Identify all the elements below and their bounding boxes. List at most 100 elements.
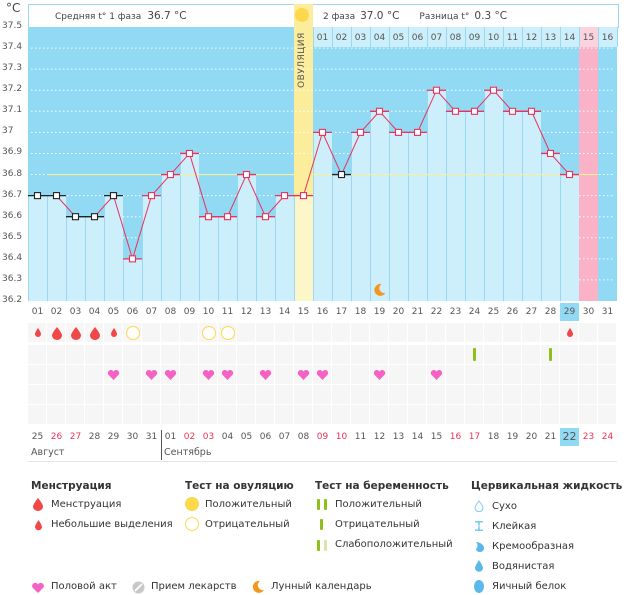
symptom-cell[interactable]	[522, 365, 540, 384]
symptom-cell[interactable]	[123, 365, 141, 384]
date-label[interactable]: 30	[126, 432, 139, 442]
symptom-cell[interactable]	[123, 345, 141, 364]
symptom-cell[interactable]	[275, 365, 293, 384]
symptom-cell[interactable]	[28, 385, 46, 404]
symptom-cell[interactable]	[351, 405, 369, 424]
symptom-cell[interactable]	[66, 365, 84, 384]
symptom-cell[interactable]	[389, 345, 407, 364]
symptom-cell[interactable]	[351, 323, 369, 342]
symptom-cell[interactable]	[123, 385, 141, 404]
cycle-day-label[interactable]: 02	[50, 307, 63, 317]
symptom-cell[interactable]	[256, 323, 274, 342]
date-label[interactable]: 10	[335, 432, 348, 442]
symptom-cell[interactable]	[161, 345, 179, 364]
symptom-cell[interactable]	[598, 365, 616, 384]
symptom-cell[interactable]	[275, 385, 293, 404]
date-label[interactable]: 04	[221, 432, 234, 442]
symptom-cell[interactable]	[598, 385, 616, 404]
symptom-cell[interactable]	[180, 323, 198, 342]
symptom-cell[interactable]	[199, 345, 217, 364]
symptom-cell[interactable]	[180, 365, 198, 384]
symptom-cell[interactable]	[427, 405, 445, 424]
symptom-cell[interactable]	[503, 405, 521, 424]
symptom-cell[interactable]	[465, 405, 483, 424]
cycle-day-label[interactable]: 09	[183, 307, 196, 317]
cycle-day-label[interactable]: 10	[202, 307, 215, 317]
cycle-day-label[interactable]: 18	[354, 307, 367, 317]
symptom-cell[interactable]	[237, 405, 255, 424]
date-label[interactable]: 17	[468, 432, 481, 442]
symptom-cell[interactable]	[161, 405, 179, 424]
symptom-cell[interactable]	[313, 345, 331, 364]
symptom-cell[interactable]	[408, 345, 426, 364]
symptom-cell[interactable]	[484, 345, 502, 364]
cycle-day-label[interactable]: 08	[164, 307, 177, 317]
symptom-cell[interactable]	[351, 365, 369, 384]
date-label[interactable]: 03	[202, 432, 215, 442]
symptom-cell[interactable]	[256, 345, 274, 364]
symptom-cell[interactable]	[408, 323, 426, 342]
symptom-cell[interactable]	[161, 385, 179, 404]
symptom-cell[interactable]	[579, 405, 597, 424]
date-label[interactable]: 05	[240, 432, 253, 442]
symptom-cell[interactable]	[560, 385, 578, 404]
symptom-cell[interactable]	[484, 323, 502, 342]
date-label[interactable]: 28	[88, 432, 101, 442]
cycle-day-label[interactable]: 13	[259, 307, 272, 317]
date-label[interactable]: 18	[487, 432, 500, 442]
date-label[interactable]: 02	[183, 432, 196, 442]
symptom-cell[interactable]	[427, 345, 445, 364]
cycle-day-label[interactable]: 07	[145, 307, 158, 317]
symptom-cell[interactable]	[370, 405, 388, 424]
cycle-day-label[interactable]: 05	[107, 307, 120, 317]
symptom-cell[interactable]	[332, 365, 350, 384]
date-label[interactable]: 07	[278, 432, 291, 442]
symptom-cell[interactable]	[237, 345, 255, 364]
cycle-day-label[interactable]: 01	[31, 307, 44, 317]
symptom-cell[interactable]	[503, 385, 521, 404]
cycle-day-label[interactable]: 29	[560, 303, 579, 321]
symptom-cell[interactable]	[541, 323, 559, 342]
symptom-cell[interactable]	[541, 405, 559, 424]
date-label[interactable]: 01	[164, 432, 177, 442]
date-label[interactable]: 24	[601, 432, 614, 442]
symptom-cell[interactable]	[560, 365, 578, 384]
symptom-cell[interactable]	[294, 405, 312, 424]
date-label[interactable]: 21	[544, 432, 557, 442]
symptom-cell[interactable]	[427, 385, 445, 404]
symptom-cell[interactable]	[598, 345, 616, 364]
symptom-cell[interactable]	[104, 385, 122, 404]
symptom-cell[interactable]	[294, 385, 312, 404]
date-label[interactable]: 29	[107, 432, 120, 442]
cycle-day-label[interactable]: 27	[525, 307, 538, 317]
symptom-cell[interactable]	[427, 323, 445, 342]
symptom-cell[interactable]	[85, 405, 103, 424]
symptom-cell[interactable]	[389, 385, 407, 404]
symptom-cell[interactable]	[541, 365, 559, 384]
cycle-day-label[interactable]: 16	[316, 307, 329, 317]
symptom-cell[interactable]	[28, 405, 46, 424]
symptom-cell[interactable]	[579, 345, 597, 364]
symptom-cell[interactable]	[161, 323, 179, 342]
symptom-cell[interactable]	[142, 345, 160, 364]
symptom-cell[interactable]	[66, 385, 84, 404]
symptom-cell[interactable]	[218, 385, 236, 404]
symptom-cell[interactable]	[275, 345, 293, 364]
symptom-cell[interactable]	[522, 345, 540, 364]
symptom-cell[interactable]	[522, 385, 540, 404]
date-label[interactable]: 31	[145, 432, 158, 442]
cycle-day-label[interactable]: 03	[69, 307, 82, 317]
date-label[interactable]: 23	[582, 432, 595, 442]
symptom-cell[interactable]	[408, 405, 426, 424]
symptom-cell[interactable]	[598, 405, 616, 424]
date-label[interactable]: 20	[525, 432, 538, 442]
symptom-cell[interactable]	[503, 345, 521, 364]
cycle-day-label[interactable]: 22	[430, 307, 443, 317]
cycle-day-label[interactable]: 19	[373, 307, 386, 317]
date-label[interactable]: 27	[69, 432, 82, 442]
symptom-cell[interactable]	[218, 345, 236, 364]
cycle-day-label[interactable]: 25	[487, 307, 500, 317]
symptom-cell[interactable]	[199, 385, 217, 404]
symptom-cell[interactable]	[351, 345, 369, 364]
symptom-cell[interactable]	[256, 405, 274, 424]
